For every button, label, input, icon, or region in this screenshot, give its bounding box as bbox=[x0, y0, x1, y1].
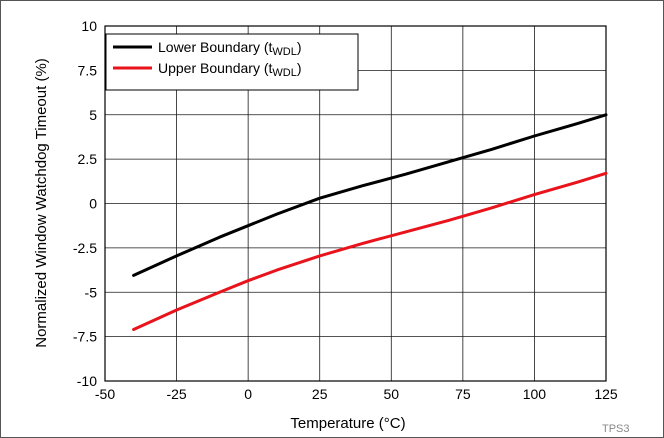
y-axis-label: Normalized Window Watchdog Timeout (%) bbox=[33, 58, 50, 348]
x-tick-label: -25 bbox=[166, 386, 186, 402]
y-tick-label: 10 bbox=[81, 18, 97, 34]
y-tick-label: -10 bbox=[77, 373, 97, 389]
y-tick-label: 5 bbox=[89, 107, 97, 123]
y-tick-label: 7.5 bbox=[78, 62, 98, 78]
plot-area bbox=[104, 25, 607, 382]
x-tick-label: -50 bbox=[95, 386, 115, 402]
series-line-lower-boundary bbox=[132, 113, 608, 277]
x-tick-label: 125 bbox=[594, 386, 618, 402]
tick-labels: -50 -25 0 25 50 75 100 125 -10 -7.5 -5 -2.5 0 2.5 5 7.5… bbox=[73, 18, 618, 402]
legend-box bbox=[105, 33, 359, 91]
x-axis-label: Temperature (°C) bbox=[290, 415, 405, 432]
x-tick-label: 25 bbox=[312, 386, 328, 402]
legend-label-lower: Lower Boundary (tWDL) bbox=[158, 39, 302, 58]
x-tick-label: 75 bbox=[455, 386, 471, 402]
x-tick-label: 50 bbox=[383, 386, 399, 402]
series-lines bbox=[132, 113, 608, 331]
y-tick-label: 0 bbox=[89, 196, 97, 212]
legend: Lower Boundary (tWDL) Upper Boundary (tW… bbox=[105, 33, 359, 91]
legend-label-upper: Upper Boundary (tWDL) bbox=[158, 60, 302, 79]
figure-code: TPS3 bbox=[602, 423, 630, 435]
x-tick-label: 100 bbox=[523, 386, 547, 402]
y-tick-label: -7.5 bbox=[73, 329, 97, 345]
series-line-upper-boundary bbox=[132, 171, 608, 331]
y-tick-label: -5 bbox=[85, 284, 98, 300]
y-tick-label: 2.5 bbox=[78, 151, 98, 167]
y-tick-label: -2.5 bbox=[73, 240, 97, 256]
x-tick-label: 0 bbox=[244, 386, 252, 402]
